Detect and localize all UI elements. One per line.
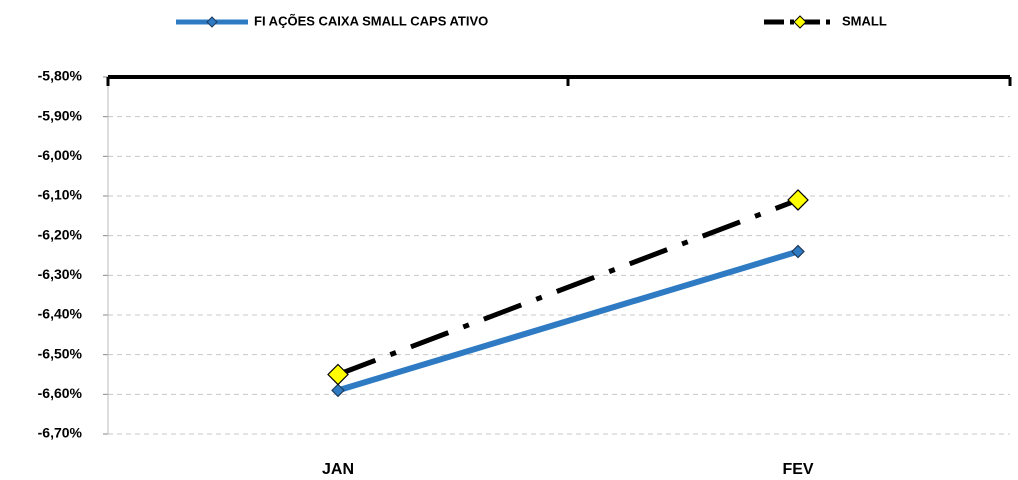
legend-label: SMALL <box>842 13 887 28</box>
y-tick-label: -6,20% <box>38 226 83 242</box>
y-tick-label: -5,80% <box>38 68 83 84</box>
y-tick-label: -5,90% <box>38 107 83 123</box>
marker <box>331 383 345 398</box>
y-tick-label: -6,50% <box>38 345 83 361</box>
y-tick-label: -6,00% <box>38 147 83 163</box>
legend-marker <box>793 15 807 29</box>
legend-label: FI AÇÕES CAIXA SMALL CAPS ATIVO <box>254 13 488 28</box>
series-line <box>337 248 799 394</box>
y-tick-label: -6,60% <box>38 385 83 401</box>
y-tick-label: -6,30% <box>38 266 83 282</box>
y-tick-label: -6,70% <box>38 425 83 441</box>
series-line <box>337 197 799 377</box>
x-tick-label: JAN <box>322 461 354 478</box>
y-tick-label: -6,10% <box>38 187 83 203</box>
y-tick-label: -6,40% <box>38 306 83 322</box>
legend-marker <box>206 16 218 28</box>
marker <box>791 244 805 259</box>
marker <box>327 363 349 386</box>
marker <box>787 189 809 211</box>
x-tick-label: FEV <box>782 461 813 478</box>
